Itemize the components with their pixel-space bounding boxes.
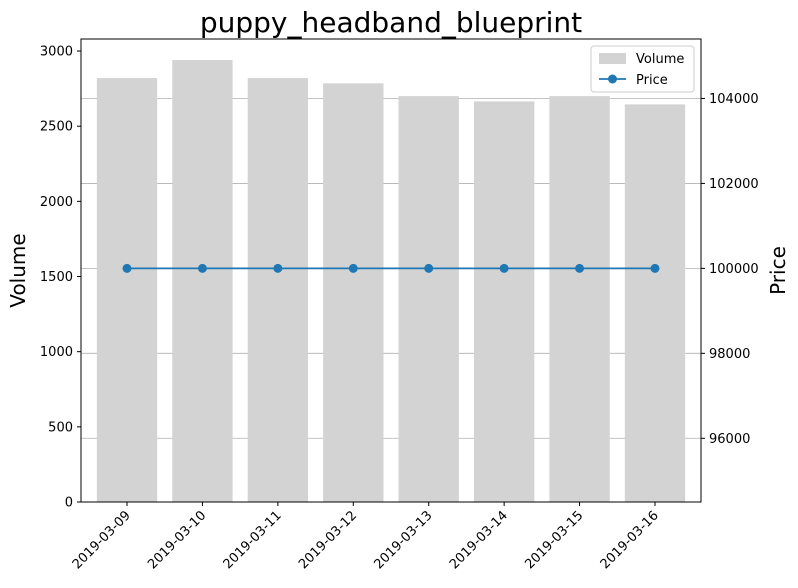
volume-bar — [172, 60, 233, 502]
x-tick-label: 2019-03-15 — [522, 508, 586, 572]
price-marker — [650, 263, 660, 273]
price-marker — [348, 263, 358, 273]
plot-frame — [80, 38, 702, 503]
x-tick-label: 2019-03-10 — [145, 508, 209, 572]
y2-tick-label: 102000 — [709, 177, 759, 192]
legend-price-label: Price — [636, 73, 668, 88]
x-tick-label: 2019-03-11 — [221, 508, 285, 572]
volume-bar — [323, 83, 384, 503]
x-tick-label: 2019-03-16 — [598, 508, 662, 572]
volume-bar — [247, 78, 309, 503]
volume-bars — [96, 60, 686, 503]
y-tick-label: 3000 — [40, 45, 73, 60]
x-tick-label: 2019-03-12 — [296, 508, 360, 572]
price-marker — [273, 263, 283, 273]
y-tick-label: 0 — [65, 496, 73, 511]
price-marker — [499, 263, 509, 273]
volume-bar — [96, 78, 158, 503]
legend-price-marker — [608, 74, 617, 84]
price-marker — [424, 263, 434, 273]
price-marker — [575, 263, 585, 273]
y-tick-label: 2000 — [40, 195, 73, 210]
y2-tick-label: 100000 — [709, 262, 759, 277]
price-line-layer — [122, 263, 660, 273]
volume-bar — [624, 104, 686, 502]
legend-volume-label: Volume — [636, 52, 684, 67]
y2-tick-label: 104000 — [709, 92, 759, 107]
legend-volume-swatch — [599, 53, 626, 64]
y-axis-title: Volume — [6, 233, 30, 307]
y-tick-label: 500 — [48, 420, 73, 435]
legend: Volume Price — [590, 45, 695, 93]
x-tick-label: 2019-03-09 — [70, 508, 134, 572]
x-tick-label: 2019-03-14 — [447, 508, 511, 572]
y2-axis-title: Price — [766, 246, 790, 295]
y2-tick-label: 96000 — [709, 432, 750, 447]
y-tick-label: 1000 — [40, 345, 73, 360]
price-marker — [197, 263, 207, 273]
y2-tick-label: 98000 — [709, 347, 750, 362]
y-tick-label: 1500 — [40, 270, 73, 285]
price-marker — [122, 263, 132, 273]
chart-title: puppy_headband_blueprint — [200, 6, 582, 39]
x-tick-label: 2019-03-13 — [372, 508, 436, 572]
volume-bar — [473, 101, 535, 503]
y-tick-label: 2500 — [40, 120, 73, 135]
volume-bar — [398, 96, 459, 502]
volume-bar — [549, 96, 610, 502]
